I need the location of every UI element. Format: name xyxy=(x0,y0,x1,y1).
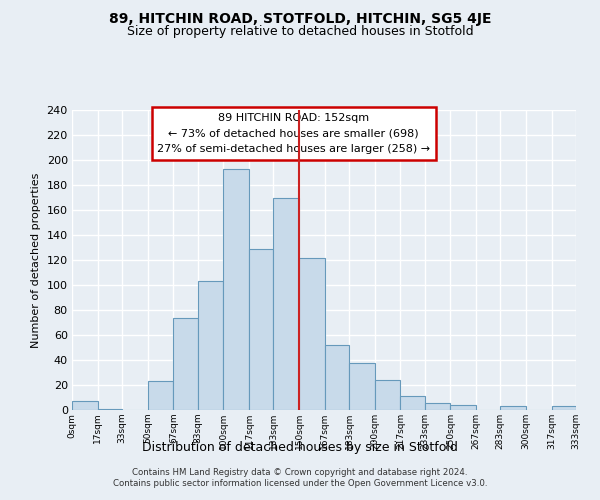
Text: Contains HM Land Registry data © Crown copyright and database right 2024.: Contains HM Land Registry data © Crown c… xyxy=(132,468,468,477)
Text: 89, HITCHIN ROAD, STOTFOLD, HITCHIN, SG5 4JE: 89, HITCHIN ROAD, STOTFOLD, HITCHIN, SG5… xyxy=(109,12,491,26)
Bar xyxy=(223,169,249,410)
Bar xyxy=(552,406,576,410)
Bar xyxy=(425,402,451,410)
Y-axis label: Number of detached properties: Number of detached properties xyxy=(31,172,41,348)
Bar xyxy=(273,198,299,410)
Bar xyxy=(148,381,173,410)
Bar xyxy=(98,409,122,410)
Bar xyxy=(249,248,273,410)
Bar xyxy=(325,345,349,410)
Text: Distribution of detached houses by size in Stotfold: Distribution of detached houses by size … xyxy=(142,441,458,454)
Bar xyxy=(349,362,375,410)
Bar xyxy=(400,396,425,410)
Bar xyxy=(451,405,476,410)
Bar xyxy=(500,406,526,410)
Text: Size of property relative to detached houses in Stotfold: Size of property relative to detached ho… xyxy=(127,25,473,38)
Text: Contains public sector information licensed under the Open Government Licence v3: Contains public sector information licen… xyxy=(113,480,487,488)
Bar xyxy=(375,380,400,410)
Bar xyxy=(72,401,98,410)
Bar xyxy=(197,281,223,410)
Bar xyxy=(173,318,197,410)
Bar xyxy=(299,258,325,410)
Text: 89 HITCHIN ROAD: 152sqm
← 73% of detached houses are smaller (698)
27% of semi-d: 89 HITCHIN ROAD: 152sqm ← 73% of detache… xyxy=(157,113,430,154)
